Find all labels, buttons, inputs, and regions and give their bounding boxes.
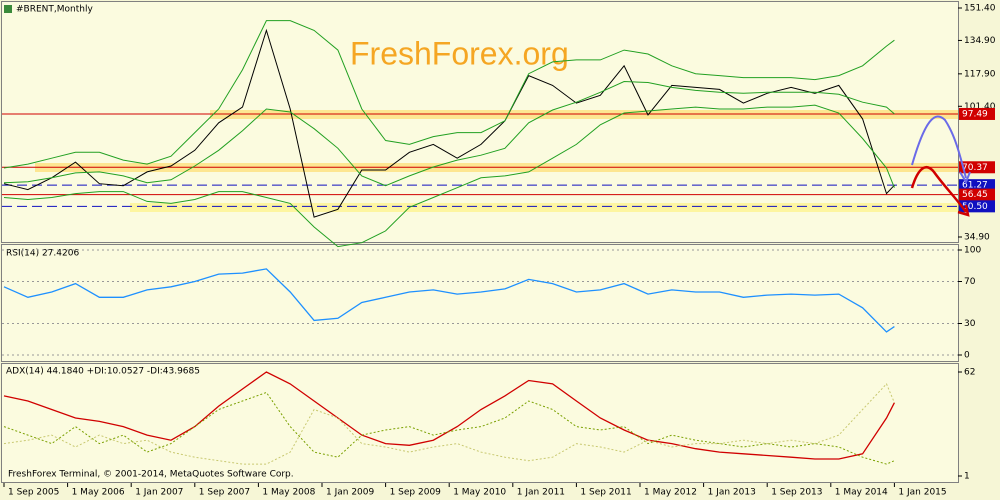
level-label: 56.45 (962, 190, 988, 200)
x-tick-label: 1 May 2010 (453, 488, 506, 498)
y-tick-label: 34.90 (964, 233, 990, 243)
y-tick-label: 0 (964, 351, 970, 361)
y-tick-label: 70 (964, 277, 976, 287)
panel-title: ADX(14) 44.1840 +DI:10.0527 -DI:43.9685 (6, 367, 200, 377)
plots: #BRENT,Monthly 151.40 134.90 117.90 101.40 34… (2, 4, 996, 498)
footer: FreshForex Terminal, © 2001-2014, MetaQu… (8, 470, 294, 480)
watermark: FreshForex.org (350, 35, 569, 71)
x-tick-label: 1 Jan 2007 (135, 488, 183, 498)
y-tick-label: 101.40 (964, 102, 996, 112)
level-label-box (959, 161, 995, 174)
level-label: 70.37 (962, 163, 988, 173)
level-label: 97.49 (962, 109, 988, 119)
panel-title: RSI(14) 27.4206 (6, 249, 79, 259)
x-tick-label: 1 Sep 2013 (771, 488, 822, 498)
level-label-box (959, 179, 995, 192)
series-line (3, 391, 895, 465)
series-line (3, 268, 895, 333)
x-tick-label: 1 Jan 2011 (517, 488, 565, 498)
panel-title: #BRENT,Monthly (16, 5, 93, 15)
x-tick-label: 1 Jan 2013 (708, 488, 756, 498)
level-label: 61.27 (962, 181, 988, 191)
symbol-icon (4, 5, 12, 13)
x-tick-label: 1 May 2006 (72, 488, 125, 498)
x-tick-label: 1 May 2012 (644, 488, 697, 498)
arrow-head (957, 204, 970, 217)
level-label-box (959, 188, 995, 201)
x-tick-label: 1 Sep 2011 (580, 488, 631, 498)
forecast-arrow (910, 166, 968, 213)
adx-panel (1, 363, 959, 483)
forecast-arrow (911, 115, 967, 179)
y-tick-label: 30 (964, 319, 976, 329)
x-tick-label: 1 Jan 2015 (898, 488, 946, 498)
series-line (3, 104, 895, 248)
y-tick-label: 117.90 (964, 69, 996, 79)
level-label: 50.50 (962, 202, 988, 212)
arrow-head (959, 171, 971, 185)
x-tick-label: 1 Sep 2007 (199, 488, 250, 498)
y-tick-label: 1 (964, 472, 970, 482)
series-line (3, 371, 895, 460)
y-tick-label: 134.90 (964, 36, 996, 46)
series-line (3, 28, 895, 218)
y-tick-label: 100 (964, 246, 981, 256)
series-line (3, 80, 895, 187)
x-tick-label: 1 Jan 2009 (326, 488, 374, 498)
y-tick-label: 62 (964, 368, 975, 378)
x-tick-label: 1 May 2014 (835, 488, 888, 498)
series-line (3, 20, 895, 169)
series-line (3, 382, 895, 465)
level-label-box (959, 107, 995, 120)
rsi-panel (1, 244, 959, 362)
level-band (210, 110, 958, 119)
y-tick-label: 151.40 (964, 4, 996, 14)
x-tick-label: 1 Sep 2009 (390, 488, 442, 498)
level-band (130, 203, 958, 212)
x-tick-label: 1 May 2008 (262, 488, 315, 498)
x-tick-label: 1 Sep 2005 (8, 488, 59, 498)
